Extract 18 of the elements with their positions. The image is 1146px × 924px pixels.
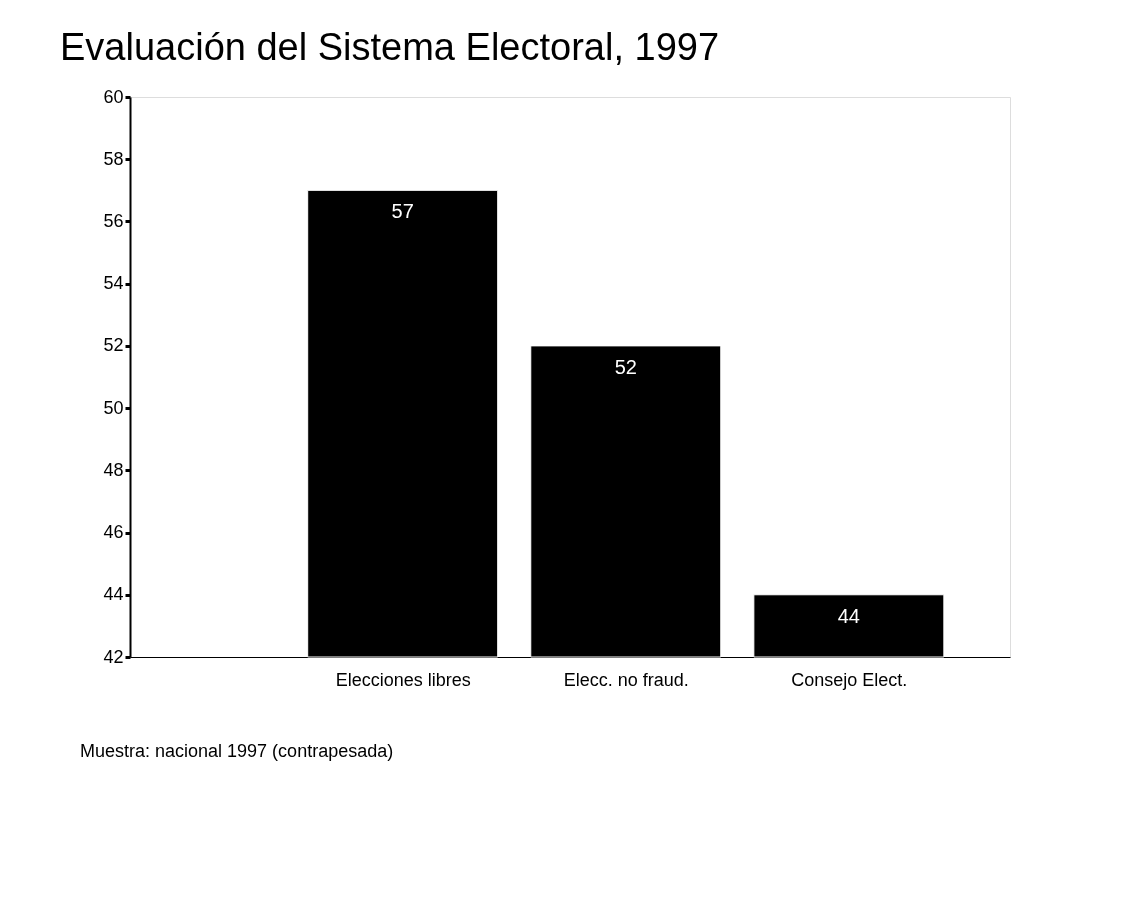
data-label: 52 [614,355,637,378]
y-tick-label: 56 [103,210,124,231]
data-label: 57 [391,200,414,223]
x-tick-label: Consejo Elect. [791,669,908,690]
data-label: 44 [837,604,860,627]
chart-title: Evaluación del Sistema Electoral, 1997 [60,26,720,68]
y-tick-label: 52 [103,335,124,356]
y-tick-label: 60 [103,86,124,107]
y-tick-label: 48 [103,459,124,480]
y-tick-label: 42 [103,646,124,667]
y-tick-label: 44 [103,584,124,605]
y-tick-label: 54 [103,273,124,294]
y-tick-label: 46 [103,522,124,543]
x-tick-label: Elecciones libres [335,669,471,690]
x-tick-label: Elecc. no fraud. [563,669,689,690]
y-tick-label: 50 [103,397,124,418]
text: Muestra: nacional 1997 (contrapesada) [80,741,394,761]
y-tick-label: 58 [103,148,124,169]
